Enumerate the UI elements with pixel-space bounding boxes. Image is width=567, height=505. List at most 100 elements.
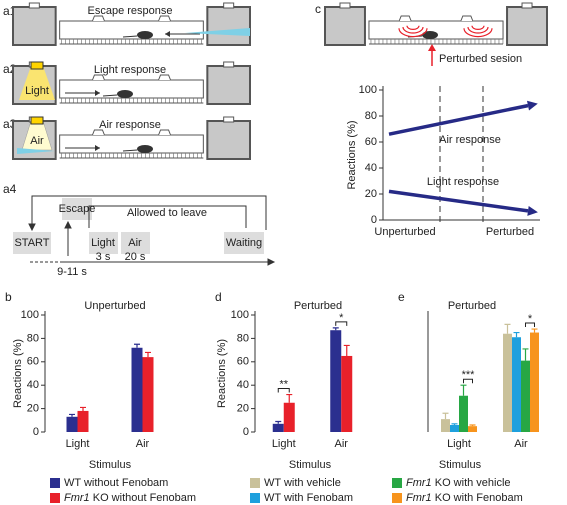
timeline-label: Air [128,237,142,249]
lamp [521,2,533,9]
air-beam [17,148,55,154]
lamp [91,15,105,22]
bar [283,402,295,432]
lamp [398,15,412,22]
y-tick-label: 40 [237,379,249,391]
significance-bracket [335,321,348,326]
arrow-head [95,90,100,96]
lamp [223,116,235,123]
error-bar [531,328,538,333]
legend-label: Fmr1 KO with Fenobam [406,492,523,504]
bar [521,360,530,432]
x-tick-label: Perturbed [486,226,534,238]
legend-swatch [50,493,60,503]
y-axis-label: Reactions (%) [12,339,24,408]
bar [77,410,89,432]
significance: *** [462,369,476,381]
chart-title: Perturbed [294,300,342,312]
timeline [13,195,276,266]
x-tick-label: Air [514,438,528,450]
bar [450,424,459,432]
x-tick-label: Air [136,438,150,450]
vibration [463,28,493,38]
vibration [402,26,424,34]
significance: * [339,312,344,324]
x-axis-label: Stimulus [89,459,132,471]
error-bar [522,348,529,361]
x-tick-label: Light [66,438,90,450]
lamp [158,74,172,81]
error-bar [332,327,339,331]
tail [122,149,138,152]
x-tick-label: Air [335,438,349,450]
lamp [30,116,44,125]
annotation: Perturbed sesion [439,53,522,65]
y-tick-label: 40 [27,379,39,391]
timeline-label: 9-11 s [57,266,87,278]
bar [272,423,284,432]
legend-swatch [50,478,60,488]
lamp [223,61,235,68]
timeline-label: Allowed to leave [127,207,207,219]
timeline-label: 3 s [96,251,111,263]
x-axis-label: Stimulus [289,459,332,471]
error-bar [460,384,467,396]
error-bar [145,351,151,358]
bar [530,332,539,432]
chamber [324,6,366,46]
error-bar [343,344,350,356]
vibration [398,28,428,38]
error-bar [513,331,520,338]
panel-label: b [5,290,12,304]
trend-line [388,189,529,213]
panel-label: e [398,290,405,304]
series-label: Air response [439,134,501,146]
y-tick-label: 20 [237,403,249,415]
trend-line [388,103,529,136]
panel-label: c [315,2,321,16]
error-bar [134,343,140,348]
y-axis-label: Reactions (%) [346,120,358,189]
significance-bracket [277,388,290,393]
chamber [206,6,251,46]
mouse [137,31,153,39]
timeline-label: Escape [59,203,96,215]
chamber [506,6,549,46]
panel-label: d [215,290,222,304]
legend-label: WT without Fenobam [64,477,168,489]
y-tick-label: 20 [27,403,39,415]
bar [66,416,78,432]
legend-swatch [250,478,260,488]
vibration [406,25,420,30]
mouse [117,90,133,98]
arrow-head [526,100,538,111]
lamp [223,2,235,9]
apparatus [12,61,251,105]
timeline-label: START [14,237,49,249]
error-bar [286,393,293,403]
bar [330,330,342,432]
bar [142,357,154,432]
apparatus [12,2,251,46]
arrow-head [165,31,170,37]
stimulus-label: Air [30,135,44,147]
lamp [339,2,351,9]
legend-swatch [392,493,402,503]
lamp [28,2,40,9]
apparatus [324,2,549,46]
lamp [91,74,105,81]
error-bar [275,420,282,424]
error-bar [80,406,86,411]
chamber [12,6,57,46]
chart-title: Perturbed [448,300,496,312]
y-tick-label: 60 [27,356,39,368]
panel-label: a4 [3,182,17,196]
y-tick-label: 80 [237,332,249,344]
legend-label: WT with Fenobam [264,492,353,504]
y-tick-label: 80 [27,332,39,344]
timeline-label: Waiting [226,237,262,249]
y-tick-label: 60 [365,136,377,148]
chart-title: Unperturbed [84,300,145,312]
y-tick-label: 100 [231,309,249,321]
